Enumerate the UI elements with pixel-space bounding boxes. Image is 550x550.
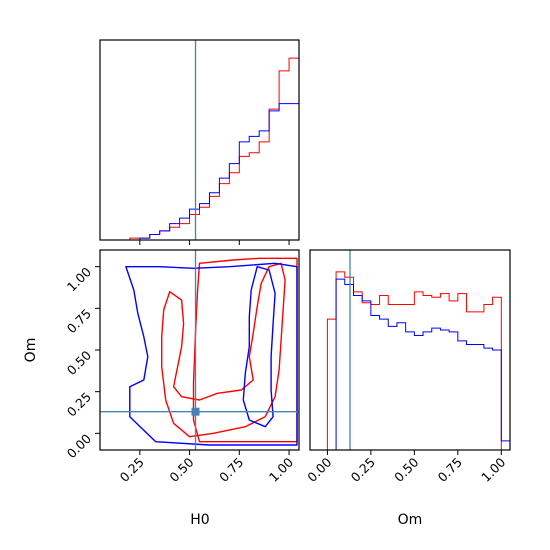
om-y-tick-label-0: 0.00 [64,431,94,461]
om-tick-label-3: 0.75 [435,455,465,485]
h0-histogram-series-0 [100,57,300,241]
h0-tick-label-0: 0.25 [117,455,147,485]
om-y-tick-label-4: 1.00 [64,264,94,294]
x-axis-label-h0: H0 [190,512,209,528]
contour-series-0-inner [160,262,286,438]
contour-series-0-outer [192,257,298,443]
truth-marker [191,407,200,416]
om-histogram-series-0 [318,271,510,451]
h0-histogram-series-1 [100,103,300,241]
panel-H0-Om-contour: 0.25 0.50 0.75 1.00 0.00 0.25 0.50 0.75 1.00 [64,249,300,485]
om-tick-label-1: 0.25 [348,455,378,485]
om-marginal-frame [309,249,511,451]
x-axis-label-om: Om [398,512,423,528]
om-histogram-series-1 [318,278,511,451]
panel-Om-marginal: 0.00 0.25 0.50 0.75 1.00 [304,249,511,485]
h0-tick-label-1: 0.50 [166,454,196,484]
om-y-tick-label-3: 0.75 [64,306,94,336]
h0-tick-label-2: 0.75 [216,455,246,485]
h0-marginal-frame [99,39,300,241]
y-axis-label-om: Om [23,338,39,363]
contour-series-1-outer [125,262,298,446]
om-y-tick-label-1: 0.25 [64,389,94,419]
om-tick-label-2: 0.50 [391,454,421,484]
h0-tick-label-3: 1.00 [266,454,296,484]
contour-series-1-inner [242,266,276,428]
h0-om-frame [99,249,300,451]
panel-H0-marginal [99,39,300,245]
om-tick-label-4: 1.00 [478,454,508,484]
om-tick-label-0: 0.00 [304,454,334,484]
om-y-tick-label-2: 0.50 [64,347,94,377]
